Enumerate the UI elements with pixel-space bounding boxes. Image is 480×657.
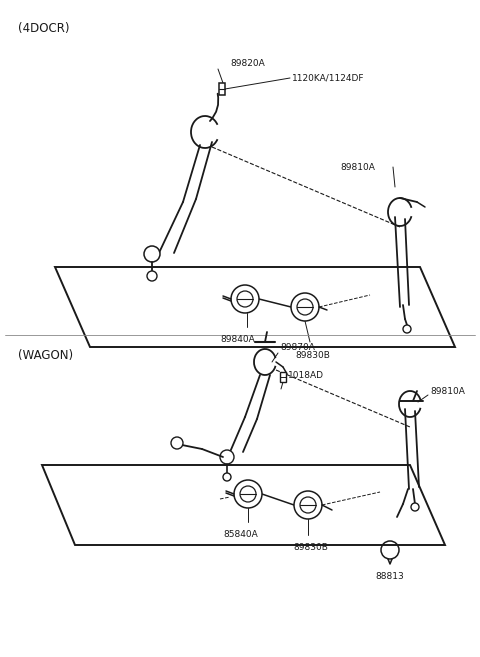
Circle shape — [144, 246, 160, 262]
Circle shape — [411, 503, 419, 511]
Circle shape — [220, 450, 234, 464]
Circle shape — [223, 473, 231, 481]
Text: 1018AD: 1018AD — [288, 371, 324, 380]
Bar — [219, 83, 225, 95]
Circle shape — [147, 271, 157, 281]
Circle shape — [231, 285, 259, 313]
Text: (4DOCR): (4DOCR) — [18, 22, 70, 35]
Circle shape — [234, 480, 262, 508]
Text: 89830B: 89830B — [295, 351, 330, 360]
Polygon shape — [55, 267, 455, 347]
Text: 89820A: 89820A — [230, 58, 265, 68]
Circle shape — [403, 325, 411, 333]
Text: 89830B: 89830B — [293, 543, 328, 552]
Circle shape — [291, 293, 319, 321]
Text: 88813: 88813 — [375, 572, 404, 581]
Text: (WAGON): (WAGON) — [18, 349, 73, 362]
Text: 85840A: 85840A — [223, 530, 258, 539]
Text: 89870A: 89870A — [280, 342, 315, 351]
Text: 89810A: 89810A — [430, 388, 465, 397]
Circle shape — [171, 437, 183, 449]
Polygon shape — [42, 465, 445, 545]
Text: 1120KA/1124DF: 1120KA/1124DF — [292, 74, 364, 83]
Circle shape — [294, 491, 322, 519]
Text: 89810A: 89810A — [340, 162, 375, 171]
Text: 89840A: 89840A — [220, 335, 255, 344]
Bar — [280, 372, 286, 382]
